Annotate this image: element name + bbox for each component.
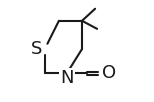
Text: S: S [31, 40, 43, 58]
Text: N: N [60, 69, 74, 87]
Text: O: O [102, 64, 116, 82]
